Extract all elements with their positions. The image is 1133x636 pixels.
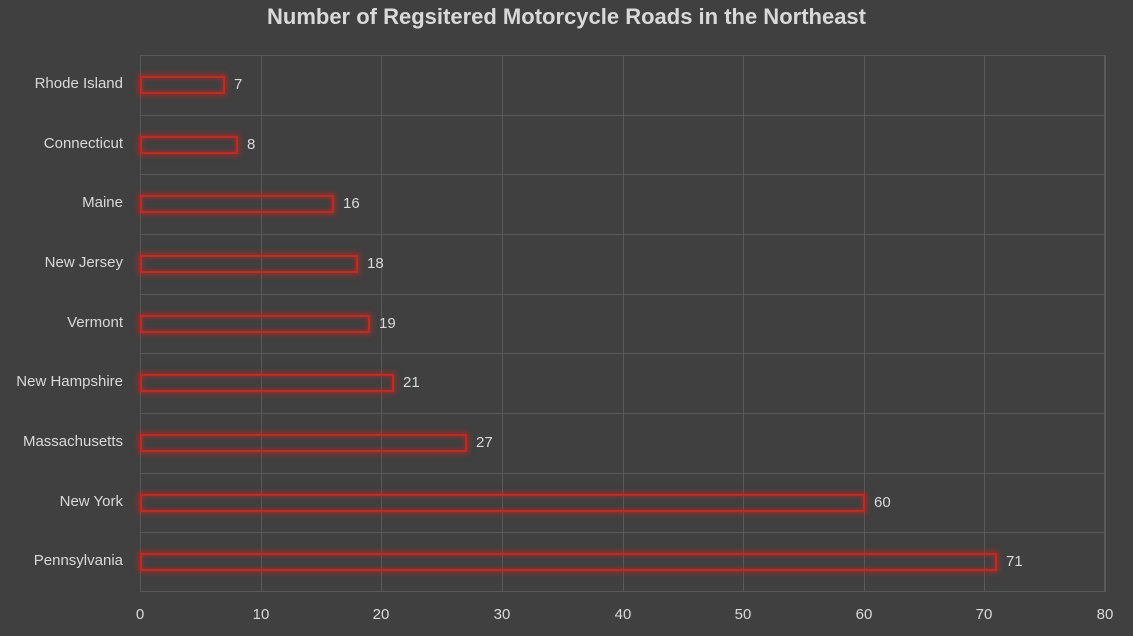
x-tick-label: 10 [252,606,270,623]
bar [140,195,334,213]
bar [140,434,467,452]
category-label: Connecticut [43,135,123,152]
vertical-gridline [381,55,382,592]
horizontal-gridline [140,473,1105,474]
bar [140,374,394,392]
horizontal-gridline [140,353,1105,354]
bar [140,136,238,154]
horizontal-gridline [140,413,1105,414]
horizontal-gridline [140,234,1105,235]
category-label: Pennsylvania [33,552,123,569]
data-label: 7 [234,76,243,93]
vertical-gridline [984,55,985,592]
data-label: 60 [874,494,891,511]
category-label: New Jersey [44,254,123,271]
bar [140,494,865,512]
chart-title: Number of Regsitered Motorcycle Roads in… [267,4,866,29]
x-tick-label: 30 [493,606,511,623]
x-tick-label: 70 [975,606,993,623]
vertical-gridline [502,55,503,592]
x-tick-label: 80 [1096,606,1114,623]
category-label: Maine [82,194,123,211]
bar [140,315,370,333]
x-tick-label: 50 [734,606,752,623]
bar [140,76,225,94]
data-label: 21 [403,374,420,391]
data-label: 18 [367,255,384,272]
bar [140,255,358,273]
category-label: New Hampshire [16,373,123,390]
data-label: 16 [343,195,360,212]
data-label: 19 [379,315,396,332]
vertical-gridline [1105,55,1106,592]
data-label: 27 [476,434,493,451]
vertical-gridline [864,55,865,592]
category-label: Massachusetts [22,433,123,450]
vertical-gridline [261,55,262,592]
x-tick-label: 60 [855,606,873,623]
x-tick-label: 20 [372,606,390,623]
horizontal-gridline [140,532,1105,533]
horizontal-gridline [140,115,1105,116]
category-label: Rhode Island [34,75,123,92]
data-label: 8 [247,136,256,153]
category-label: Vermont [67,314,123,331]
vertical-gridline [743,55,744,592]
horizontal-gridline [140,294,1105,295]
category-label: New York [59,493,123,510]
x-tick-label: 0 [135,606,145,623]
vertical-gridline [623,55,624,592]
x-tick-label: 40 [614,606,632,623]
bar [140,553,997,571]
horizontal-gridline [140,174,1105,175]
data-label: 71 [1006,553,1023,570]
